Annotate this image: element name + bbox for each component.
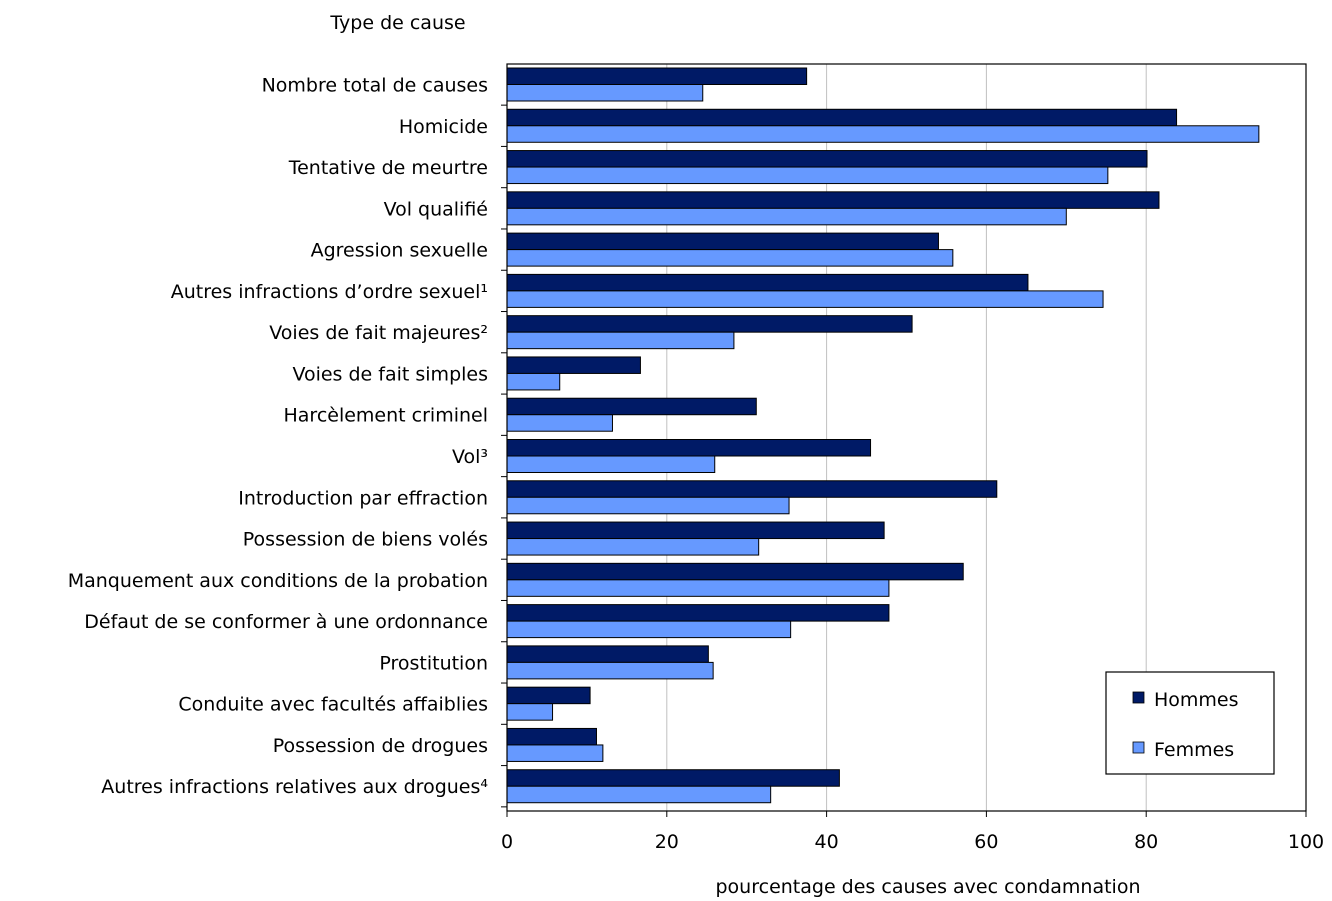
bar-femmes-voies-de-fait-majeures xyxy=(506,331,735,350)
legend: Hommes Femmes xyxy=(1105,671,1275,775)
category-label-manquement-aux-conditions-de-la-probation: Manquement aux conditions de la probatio… xyxy=(68,570,488,592)
bar-femmes-vol xyxy=(506,455,716,473)
legend-swatch-hommes xyxy=(1132,691,1145,704)
bar-hommes-voies-de-fait-majeures xyxy=(506,315,913,333)
bar-femmes-nombre-total-de-causes xyxy=(506,84,704,102)
legend-label-femmes: Femmes xyxy=(1154,739,1234,761)
bar-hommes-prostitution xyxy=(506,645,709,663)
bars xyxy=(506,67,1260,804)
bar-hommes-conduite-avec-facultes-affaiblies xyxy=(506,686,591,705)
bar-hommes-vol-qualifie xyxy=(506,191,1160,209)
bar-hommes-vol xyxy=(506,439,872,457)
bar-femmes-vol-qualifie xyxy=(506,207,1067,226)
bar-hommes-agression-sexuelle xyxy=(506,232,939,251)
category-label-introduction-par-effraction: Introduction par effraction xyxy=(238,487,488,509)
bar-hommes-defaut-de-se-conformer-a-une-ordonnance xyxy=(506,604,890,622)
bar-femmes-autres-infractions-relatives-aux-drogues xyxy=(506,785,772,804)
category-labels: Nombre total de causes Homicide Tentative … xyxy=(68,75,489,799)
bar-femmes-possession-de-drogues xyxy=(506,744,604,762)
bar-hommes-autres-infractions-d-ordre-sexuel xyxy=(506,273,1029,292)
bar-femmes-homicide xyxy=(506,125,1260,143)
legend-swatch-femmes xyxy=(1132,741,1145,754)
category-label-vol: Vol³ xyxy=(452,446,488,468)
category-label-defaut-de-se-conformer-a-une-ordonnance: Défaut de se conformer à une ordonnance xyxy=(84,611,488,633)
category-label-possession-de-biens-voles: Possession de biens volés xyxy=(243,529,488,551)
bar-femmes-autres-infractions-d-ordre-sexuel xyxy=(506,290,1104,308)
bar-hommes-homicide xyxy=(506,108,1178,127)
x-tick-label-0: 0 xyxy=(501,831,513,853)
bar-femmes-prostitution xyxy=(506,661,714,680)
bar-femmes-defaut-de-se-conformer-a-une-ordonnance xyxy=(506,620,792,639)
category-label-autres-infractions-d-ordre-sexuel: Autres infractions d’ordre sexuel¹ xyxy=(171,281,488,303)
category-label-voies-de-fait-simples: Voies de fait simples xyxy=(292,363,488,385)
x-axis-title: pourcentage des causes avec condamnation xyxy=(716,876,1141,898)
category-ticks xyxy=(501,104,507,808)
category-label-autres-infractions-relatives-aux-drogues: Autres infractions relatives aux drogues… xyxy=(101,776,488,798)
bar-femmes-tentative-de-meurtre xyxy=(506,166,1109,185)
bar-femmes-conduite-avec-facultes-affaiblies xyxy=(506,703,554,721)
bar-femmes-agression-sexuelle xyxy=(506,249,954,267)
legend-label-hommes: Hommes xyxy=(1154,689,1239,711)
category-label-harcelement-criminel: Harcèlement criminel xyxy=(284,405,489,427)
bar-hommes-autres-infractions-relatives-aux-drogues xyxy=(506,769,840,787)
x-tick-label-100: 100 xyxy=(1288,831,1324,853)
x-tick-label-20: 20 xyxy=(655,831,679,853)
category-label-tentative-de-meurtre: Tentative de meurtre xyxy=(288,157,488,179)
category-label-prostitution: Prostitution xyxy=(379,652,488,674)
category-label-nombre-total-de-causes: Nombre total de causes xyxy=(262,75,488,97)
bar-femmes-introduction-par-effraction xyxy=(506,496,790,515)
x-tick-label-40: 40 xyxy=(815,831,839,853)
bar-femmes-voies-de-fait-simples xyxy=(506,372,561,391)
bar-femmes-possession-de-biens-voles xyxy=(506,538,760,556)
plot-frame xyxy=(506,63,1307,812)
x-tick-label-80: 80 xyxy=(1134,831,1158,853)
bar-hommes-tentative-de-meurtre xyxy=(506,150,1148,168)
category-label-homicide: Homicide xyxy=(399,116,488,138)
bar-hommes-introduction-par-effraction xyxy=(506,480,998,498)
bar-hommes-manquement-aux-conditions-de-la-probation xyxy=(506,562,964,581)
bar-femmes-harcelement-criminel xyxy=(506,414,613,432)
category-label-possession-de-drogues: Possession de drogues xyxy=(273,735,488,757)
x-tick-label-60: 60 xyxy=(974,831,998,853)
bar-hommes-possession-de-drogues xyxy=(506,727,597,746)
legend-frame xyxy=(1105,671,1275,775)
category-label-vol-qualifie: Vol qualifié xyxy=(384,198,488,220)
bar-hommes-nombre-total-de-causes xyxy=(506,67,808,85)
bar-hommes-possession-de-biens-voles xyxy=(506,521,885,540)
y-axis-title: Type de cause xyxy=(329,12,465,34)
bar-hommes-harcelement-criminel xyxy=(506,397,757,416)
bar-hommes-voies-de-fait-simples xyxy=(506,356,641,374)
category-label-agression-sexuelle: Agression sexuelle xyxy=(311,240,488,262)
category-label-conduite-avec-facultes-affaiblies: Conduite avec facultés affaiblies xyxy=(178,694,488,716)
category-label-voies-de-fait-majeures: Voies de fait majeures² xyxy=(269,322,488,344)
bar-femmes-manquement-aux-conditions-de-la-probation xyxy=(506,579,890,597)
x-ticks: 0 20 40 60 80 100 xyxy=(501,811,1324,853)
